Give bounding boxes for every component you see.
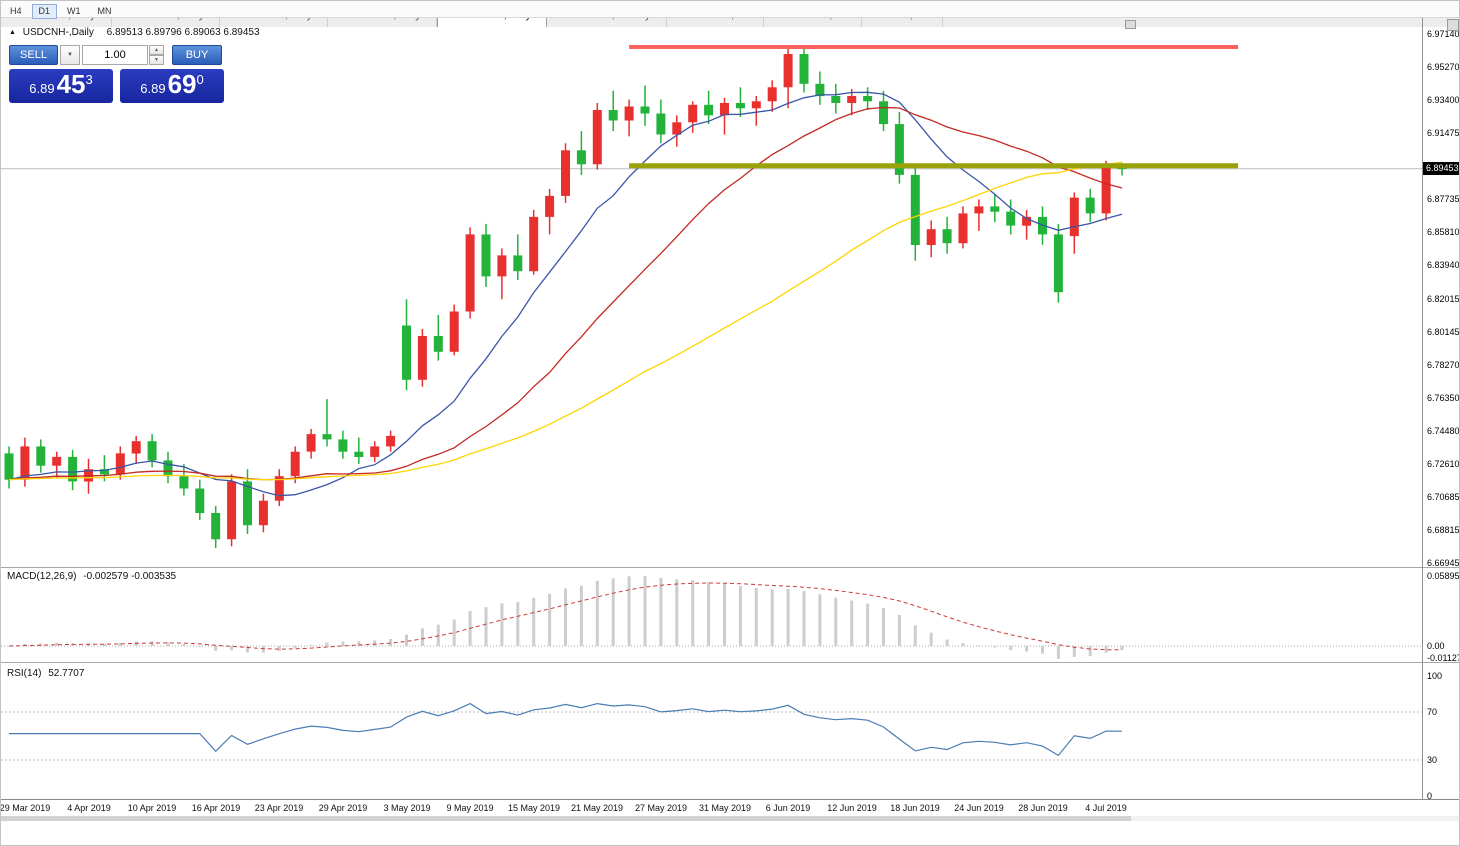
- macd-pane-canvas[interactable]: [1, 568, 1423, 662]
- pane-splitter-rsi[interactable]: [1, 662, 1459, 663]
- volume-spinner-up[interactable]: ▲: [149, 45, 164, 55]
- rsi-axis-label: 70: [1427, 707, 1438, 717]
- date-label: 12 Jun 2019: [827, 803, 877, 813]
- rsi-axis-label: 0: [1427, 791, 1433, 801]
- symbol-title: USDCNH-,Daily: [22, 27, 94, 38]
- axis-scroll-button[interactable]: [1447, 19, 1459, 31]
- date-label: 16 Apr 2019: [191, 803, 241, 813]
- pane-splitter-macd[interactable]: [1, 567, 1459, 568]
- rsi-axis-label: 100: [1427, 671, 1443, 681]
- price-tick: 6.66945: [1427, 558, 1460, 568]
- rsi-label: RSI(14) 52.7707: [7, 668, 85, 679]
- rsi-value: 52.7707: [48, 668, 85, 679]
- price-tick: 6.85810: [1427, 227, 1460, 237]
- price-tick: 6.83940: [1427, 260, 1460, 270]
- macd-axis-label: 0.00: [1427, 641, 1445, 651]
- price-tick: 6.72610: [1427, 459, 1460, 469]
- timeframe-button-w1[interactable]: W1: [67, 6, 81, 16]
- price-tick: 6.97140: [1427, 29, 1460, 39]
- collapse-icon[interactable]: ▲: [9, 29, 16, 36]
- sell-button[interactable]: SELL: [9, 45, 58, 65]
- sell-price-display[interactable]: 6.89 45 3: [9, 69, 113, 103]
- date-label: 31 May 2019: [698, 803, 752, 813]
- volume-dropdown-button[interactable]: ▼: [60, 45, 80, 65]
- rsi-axis-label: 30: [1427, 755, 1438, 765]
- chart-shift-marker[interactable]: [1125, 20, 1136, 29]
- price-tick: 6.80145: [1427, 327, 1460, 337]
- date-label: 24 Jun 2019: [954, 803, 1004, 813]
- buy-price-big: 69: [167, 69, 197, 99]
- price-tick: 6.76350: [1427, 393, 1460, 403]
- timeframe-button-d1[interactable]: D1: [31, 4, 58, 19]
- current-price-box: 6.89453: [1423, 162, 1459, 175]
- main-chart-canvas[interactable]: [1, 18, 1423, 567]
- horizontal-scrollbar-thumb[interactable]: [1, 816, 1131, 821]
- macd-axis-label: 0.058954: [1427, 571, 1460, 581]
- buy-price-display[interactable]: 6.89 69 0: [120, 69, 224, 103]
- one-click-trade-panel: SELL ▼ ▲ ▼ BUY 6.89 45 3 6.89 69 0: [9, 45, 227, 103]
- timeframe-button-h4[interactable]: H4: [10, 6, 22, 16]
- volume-input[interactable]: [82, 45, 148, 65]
- sell-price-main: 6.89: [29, 81, 55, 96]
- price-axis-border: [1422, 18, 1423, 799]
- macd-axis-label: -0.011273: [1427, 653, 1459, 663]
- sell-price-sup: 3: [85, 72, 93, 87]
- buy-button[interactable]: BUY: [172, 45, 222, 65]
- macd-values: -0.002579 -0.003535: [83, 571, 177, 582]
- date-axis-border: [1, 799, 1459, 800]
- volume-spinner: ▲ ▼: [149, 45, 164, 65]
- date-label: 18 Jun 2019: [890, 803, 940, 813]
- date-label: 15 May 2019: [507, 803, 561, 813]
- price-tick: 6.87735: [1427, 194, 1460, 204]
- buy-price-sup: 0: [196, 72, 204, 87]
- price-tick: 6.70685: [1427, 492, 1460, 502]
- price-tick: 6.74480: [1427, 426, 1460, 436]
- buy-price-main: 6.89: [140, 81, 166, 96]
- date-label: 9 May 2019: [446, 803, 494, 813]
- ohlc-readout: 6.89513 6.89796 6.89063 6.89453: [106, 27, 260, 38]
- date-label: 4 Jul 2019: [1085, 803, 1127, 813]
- macd-label: MACD(12,26,9) -0.002579 -0.003535: [7, 571, 177, 582]
- price-tick: 6.68815: [1427, 525, 1460, 535]
- chart-header: ▲ USDCNH-,Daily 6.89513 6.89796 6.89063 …: [9, 27, 260, 38]
- price-tick: 6.91475: [1427, 128, 1460, 138]
- date-label: 29 Apr 2019: [318, 803, 368, 813]
- sell-price-big: 45: [56, 69, 86, 99]
- rsi-pane-canvas[interactable]: [1, 663, 1423, 799]
- date-label: 21 May 2019: [570, 803, 624, 813]
- timeframe-button-mn[interactable]: MN: [97, 6, 112, 16]
- price-tick: 6.93400: [1427, 95, 1460, 105]
- date-label: 4 Apr 2019: [67, 803, 111, 813]
- price-tick: 6.95270: [1427, 62, 1460, 72]
- date-label: 28 Jun 2019: [1018, 803, 1068, 813]
- date-label: 27 May 2019: [634, 803, 688, 813]
- volume-spinner-down[interactable]: ▼: [149, 55, 164, 65]
- price-tick: 6.82015: [1427, 294, 1460, 304]
- date-label: 6 Jun 2019: [765, 803, 811, 813]
- date-label: 29 Mar 2019: [0, 803, 51, 813]
- price-tick: 6.78270: [1427, 360, 1460, 370]
- date-label: 10 Apr 2019: [127, 803, 177, 813]
- timeframe-toolbar: H4 D1 W1 MN: [1, 1, 1459, 19]
- date-label: 23 Apr 2019: [254, 803, 304, 813]
- date-label: 3 May 2019: [383, 803, 431, 813]
